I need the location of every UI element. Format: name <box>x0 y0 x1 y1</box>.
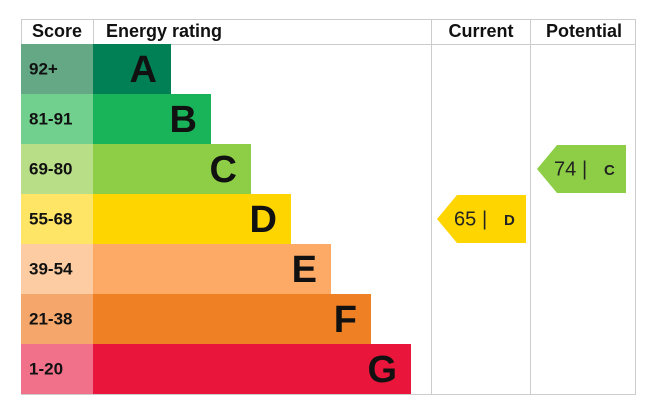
score-cell <box>21 344 93 394</box>
score-cell <box>21 44 93 94</box>
score-label: 81-91 <box>29 109 72 128</box>
potential-separator: | <box>582 158 587 180</box>
rating-bar <box>93 244 331 294</box>
rating-bar <box>93 94 211 144</box>
header-potential: Potential <box>546 21 622 41</box>
potential-value: 74 <box>554 158 576 180</box>
rating-letter: C <box>210 149 237 191</box>
rating-bar <box>93 344 411 394</box>
rating-bar <box>93 294 371 344</box>
rating-bar <box>93 144 251 194</box>
score-cell <box>21 94 93 144</box>
current-letter: D <box>504 212 515 229</box>
score-label: 21-38 <box>29 309 72 328</box>
rating-bar <box>93 44 171 94</box>
rating-bar <box>93 194 291 244</box>
potential-letter: C <box>604 162 615 179</box>
rating-letter: G <box>367 349 397 391</box>
current-value: 65 <box>454 208 476 230</box>
header-rating: Energy rating <box>106 21 222 41</box>
rating-letter: D <box>250 199 277 241</box>
rating-letter: B <box>170 99 197 141</box>
score-label: 1-20 <box>29 359 63 378</box>
score-cell <box>21 194 93 244</box>
header-current: Current <box>448 21 513 41</box>
potential-arrow <box>537 145 626 193</box>
score-label: 39-54 <box>29 259 73 278</box>
rating-letter: E <box>292 249 317 291</box>
score-label: 92+ <box>29 59 58 78</box>
rating-letter: A <box>130 49 157 91</box>
score-label: 55-68 <box>29 209 72 228</box>
header-score: Score <box>32 21 82 41</box>
rating-letter: F <box>334 299 357 341</box>
score-cell <box>21 294 93 344</box>
current-separator: | <box>482 208 487 230</box>
score-cell <box>21 144 93 194</box>
score-label: 69-80 <box>29 159 72 178</box>
score-cell <box>21 244 93 294</box>
current-arrow <box>437 195 526 243</box>
